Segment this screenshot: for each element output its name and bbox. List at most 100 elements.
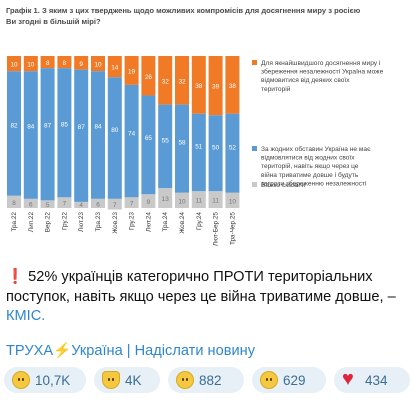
bar-segment-compromise bbox=[141, 56, 156, 96]
bar-segment-no-concession bbox=[175, 104, 189, 193]
bar-segment-hard-to-say bbox=[124, 197, 139, 208]
data-label: 9 bbox=[79, 61, 83, 68]
bar-segment-no-concession bbox=[225, 113, 240, 193]
bar-segment-compromise bbox=[158, 56, 173, 105]
chart-title: Графік 1. З яким з цих тверджень щодо мо… bbox=[6, 6, 361, 26]
separator: | bbox=[126, 343, 131, 359]
bar-segment-compromise bbox=[40, 56, 55, 69]
data-label: 51 bbox=[195, 144, 203, 151]
data-label: 82 bbox=[10, 122, 18, 129]
data-label: 39 bbox=[212, 84, 220, 91]
section-name[interactable]: Україна bbox=[71, 343, 123, 359]
data-label: 4 bbox=[79, 202, 83, 209]
x-tick-label: Тра.23 bbox=[95, 212, 102, 232]
data-label: 87 bbox=[44, 123, 52, 130]
bar-segment-hard-to-say bbox=[208, 191, 223, 208]
x-tick-label: Вер.22 bbox=[45, 212, 52, 233]
data-label: 52 bbox=[229, 144, 237, 151]
x-tick-label: Гру.23 bbox=[129, 212, 136, 230]
data-label: 8 bbox=[63, 60, 67, 67]
x-tick-label: Жов.23 bbox=[112, 212, 119, 234]
x-tick-label: Тра.22 bbox=[11, 212, 18, 232]
data-label: 26 bbox=[145, 74, 153, 81]
neutral-face-icon bbox=[12, 371, 30, 389]
data-label: 7 bbox=[130, 201, 134, 208]
data-label: 7 bbox=[63, 201, 67, 208]
bar-segment-hard-to-say bbox=[7, 195, 21, 208]
submit-news-link[interactable]: Надіслати новину bbox=[134, 343, 255, 359]
x-tick-label: Тра.24 bbox=[162, 212, 169, 232]
data-label: 87 bbox=[78, 124, 86, 131]
data-label: 38 bbox=[195, 83, 203, 90]
bar-segment-no-concession bbox=[7, 71, 21, 196]
data-label: 10 bbox=[10, 62, 18, 69]
data-label: 11 bbox=[212, 198, 219, 205]
data-label: 38 bbox=[229, 83, 237, 90]
bar-segment-no-concession bbox=[141, 95, 156, 195]
reactions-bar: 10,7K 4K 882 629 434 bbox=[4, 367, 410, 394]
data-label: 10 bbox=[229, 198, 237, 205]
reaction-thumbs-up[interactable]: 4K bbox=[94, 367, 160, 393]
bar-segment-compromise bbox=[107, 56, 122, 78]
bar-segment-no-concession bbox=[23, 71, 38, 199]
data-label: 10 bbox=[94, 62, 102, 69]
data-label: 85 bbox=[61, 121, 69, 128]
data-label: 9 bbox=[147, 199, 151, 206]
data-label: 6 bbox=[96, 201, 100, 208]
bar-segment-no-concession bbox=[191, 113, 206, 192]
data-label: 32 bbox=[178, 78, 186, 85]
bar-segment-hard-to-say bbox=[91, 198, 105, 208]
bar-segment-compromise bbox=[57, 56, 72, 69]
data-label: 58 bbox=[178, 139, 186, 146]
channel-name[interactable]: ТРУХА bbox=[6, 343, 54, 359]
data-label: 8 bbox=[12, 200, 16, 207]
reaction-exploding-head[interactable]: 882 bbox=[168, 367, 244, 393]
bar-segment-hard-to-say bbox=[141, 194, 156, 208]
x-tick-label: Тра-Чер.25 bbox=[229, 212, 236, 245]
data-label: 32 bbox=[162, 78, 170, 85]
data-label: 10 bbox=[27, 62, 35, 69]
post-headline: ❗ 52% українців категорично ПРОТИ територ… bbox=[6, 268, 406, 327]
x-tick-label: Гру.24 bbox=[196, 212, 203, 230]
bar-segment-no-concession bbox=[40, 68, 55, 201]
bar-segment-compromise bbox=[74, 56, 89, 70]
data-label: 84 bbox=[27, 124, 35, 131]
lightning-icon: ⚡ bbox=[53, 343, 72, 359]
bar-segment-compromise bbox=[91, 56, 105, 72]
reaction-woozy-face[interactable]: 629 bbox=[252, 367, 326, 393]
chart-card: 10 82 8 Тра.22 10 84 6 Лип.22 8 87 5 Вер.22 8 85 7 Гру.… bbox=[6, 6, 384, 247]
reaction-heart[interactable]: 434 bbox=[334, 367, 410, 393]
bar-segment-hard-to-say bbox=[158, 188, 173, 208]
bar-segment-no-concession bbox=[91, 71, 105, 199]
exclamation-icon: ❗ bbox=[6, 269, 25, 285]
data-label: 6 bbox=[29, 201, 33, 208]
x-tick-label: Гру.22 bbox=[61, 212, 68, 230]
bar-segment-compromise bbox=[7, 56, 21, 72]
bar-segment-hard-to-say bbox=[175, 192, 189, 208]
bar-segment-hard-to-say bbox=[74, 201, 89, 208]
reaction-count: 434 bbox=[365, 372, 388, 388]
data-label: 11 bbox=[195, 198, 202, 205]
legend-swatch bbox=[252, 146, 257, 151]
x-tick-label: Лют.24 bbox=[145, 212, 152, 232]
bar-segment-compromise bbox=[191, 56, 206, 114]
legend-swatch bbox=[252, 182, 257, 187]
data-label: 5 bbox=[46, 202, 50, 209]
data-label: 50 bbox=[212, 144, 220, 151]
reaction-neutral-face[interactable]: 10,7K bbox=[4, 367, 86, 393]
channel-footer: ТРУХА⚡Україна | Надіслати новину bbox=[6, 341, 255, 359]
woozy-face-icon bbox=[260, 371, 278, 389]
kmis-link[interactable]: КМІС. bbox=[6, 308, 46, 324]
bar-segment-no-concession bbox=[124, 84, 139, 198]
x-tick-label: Лип.22 bbox=[28, 212, 35, 233]
bar-segment-no-concession bbox=[57, 68, 72, 198]
bar-segment-compromise bbox=[225, 56, 240, 114]
bar-segment-hard-to-say bbox=[107, 198, 122, 210]
bar-segment-no-concession bbox=[158, 104, 173, 189]
legend-swatch bbox=[252, 60, 257, 65]
reaction-count: 4K bbox=[125, 372, 142, 388]
bar-segment-hard-to-say bbox=[57, 197, 72, 208]
x-tick-label: Лют.23 bbox=[78, 212, 85, 232]
bar-segment-hard-to-say bbox=[23, 198, 38, 208]
thumbs-up-icon bbox=[102, 371, 120, 389]
